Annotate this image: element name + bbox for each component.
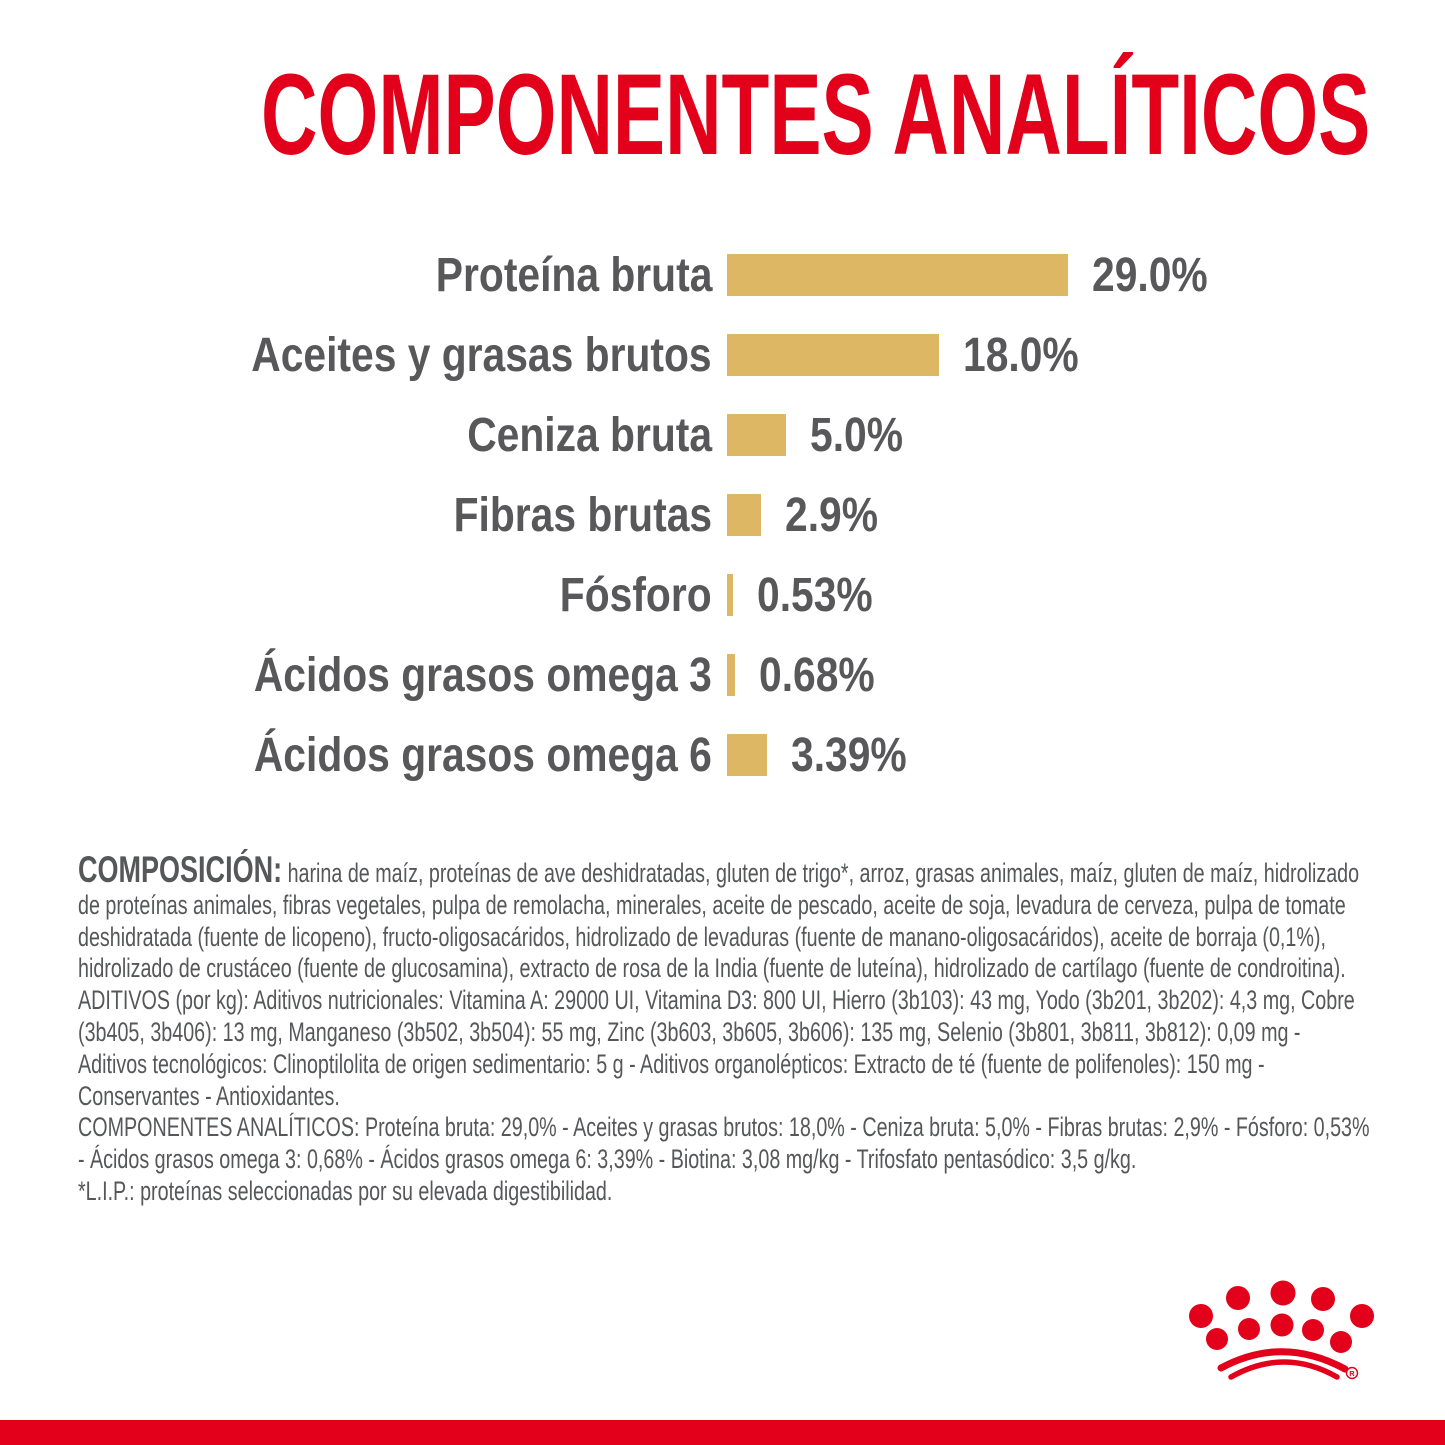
chart-value-text: 2.9% [785,488,878,542]
chart-row: Fibras brutas 2.9% [0,475,1445,555]
page-title: COMPONENTES ANALÍTICOS [261,51,1371,179]
chart-row: Ceniza bruta 5.0% [0,395,1445,475]
chart-bar-ceniza-bruta [727,414,786,456]
crown-icon: R [1189,1280,1374,1380]
chart-row: Ácidos grasos omega 3 0.68% [0,635,1445,715]
composition-paragraph: COMPOSICIÓN: harina de maíz, proteínas d… [78,851,1372,985]
chart-label-ceniza-bruta: Ceniza bruta [0,408,712,463]
chart-row: Proteína bruta 29.0% [0,235,1445,315]
chart-value-fosforo: 0.53% [757,568,893,623]
chart-row: Aceites y grasas brutos 18.0% [0,315,1445,395]
chart-value-proteina-bruta: 29.0% [1092,248,1228,303]
legal-text-section: COMPOSICIÓN: harina de maíz, proteínas d… [78,851,1372,1208]
chart-label-fibras-brutas: Fibras brutas [0,488,712,543]
additives-paragraph: ADITIVOS (por kg): Aditivos nutricionale… [78,985,1355,1111]
chart-value-text: 5.0% [810,408,903,462]
bottom-red-band [0,1420,1445,1445]
title-section: COMPONENTES ANALÍTICOS [0,56,1445,174]
registered-trademark-symbol-r: R [1349,1369,1355,1378]
analytical-components-paragraph: COMPONENTES ANALÍTICOS: Proteína bruta: … [78,1112,1370,1175]
chart-bar-fosforo [727,574,733,616]
chart-label-fosforo: Fósforo [0,568,712,623]
chart-value-aceites-grasas: 18.0% [963,328,1099,383]
chart-value-text: 29.0% [1092,248,1208,302]
chart-value-text: 18.0% [963,328,1079,382]
chart-value-fibras-brutas: 2.9% [785,488,894,543]
chart-label-text: Fósforo [560,568,712,622]
chart-label-text: Aceites y grasas brutos [251,328,712,382]
chart-value-omega-3: 0.68% [759,648,895,703]
chart-value-text: 0.53% [757,568,873,622]
lip-note: *L.I.P.: proteínas seleccionadas por su … [78,1175,613,1206]
chart-bar-omega-6 [727,734,767,776]
chart-row: Fósforo 0.53% [0,555,1445,635]
chart-label-omega-6: Ácidos grasos omega 6 [0,728,712,783]
chart-label-text: Ácidos grasos omega 3 [253,648,712,702]
chart-label-text: Proteína bruta [435,248,712,302]
chart-value-ceniza-bruta: 5.0% [810,408,919,463]
chart-value-omega-6: 3.39% [791,728,927,783]
chart-value-text: 3.39% [791,728,907,782]
chart-label-aceites-grasas: Aceites y grasas brutos [0,328,712,383]
royal-canin-crown-logo: R [1185,1276,1380,1388]
chart-bar-omega-3 [727,654,735,696]
composition-label: COMPOSICIÓN: [78,849,283,890]
chart-bar-proteina-bruta [727,254,1068,296]
chart-label-text: Ceniza bruta [467,408,712,462]
chart-label-text: Fibras brutas [453,488,712,542]
chart-label-text: Ácidos grasos omega 6 [253,728,712,782]
legal-text-block: COMPOSICIÓN: harina de maíz, proteínas d… [78,851,1372,1208]
composition-text: harina de maíz, proteínas de ave deshidr… [78,858,1360,984]
chart-row: Ácidos grasos omega 6 3.39% [0,715,1445,795]
chart-value-text: 0.68% [759,648,875,702]
chart-bar-fibras-brutas [727,494,761,536]
chart-label-proteina-bruta: Proteína bruta [0,248,712,303]
analytical-components-chart: Proteína bruta 29.0% Aceites y grasas br… [0,235,1445,795]
chart-label-omega-3: Ácidos grasos omega 3 [0,648,712,703]
chart-bar-aceites-grasas [727,334,939,376]
